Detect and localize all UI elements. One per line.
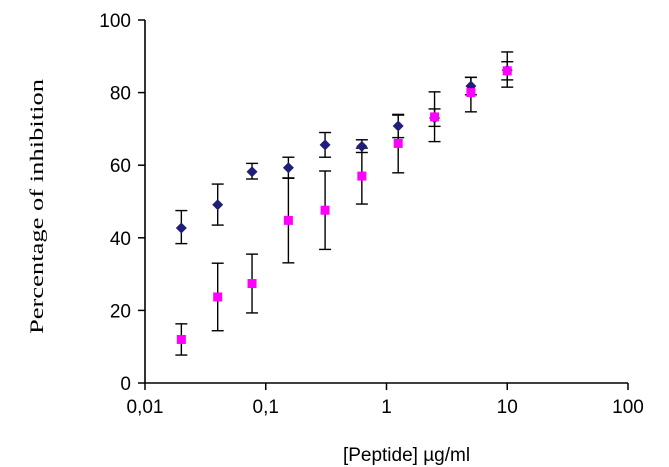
data-point-square: [430, 112, 440, 122]
ticks: 0 20 40 60 80 100 0,01 0,1 1 10 100: [99, 11, 644, 418]
data-point-square: [393, 138, 403, 148]
data-marks: [175, 64, 513, 344]
data-point-diamond: [175, 222, 187, 234]
data-point-square: [320, 205, 330, 215]
y-tick-label: 40: [110, 229, 131, 250]
y-tick-label: 80: [110, 84, 131, 105]
data-point-diamond: [246, 166, 258, 178]
x-tick-label: 100: [612, 397, 644, 418]
y-tick-label: 0: [120, 374, 131, 395]
y-tick-label: 20: [110, 301, 131, 322]
x-tick-label: 0,01: [127, 397, 164, 418]
data-point-diamond: [356, 140, 368, 152]
data-point-diamond: [319, 139, 331, 151]
data-point-diamond: [282, 162, 294, 174]
y-tick-label: 60: [110, 156, 131, 177]
y-tick-label: 100: [99, 11, 131, 32]
x-tick-label: 1: [381, 397, 392, 418]
data-point-square: [247, 279, 257, 289]
error-bars: [175, 51, 514, 356]
data-point-square: [213, 292, 223, 302]
data-point-square: [283, 215, 293, 225]
data-point-square: [502, 66, 512, 76]
data-point-diamond: [212, 199, 224, 211]
x-tick-label: 0,1: [253, 397, 279, 418]
data-point-square: [357, 171, 367, 181]
data-point-diamond: [392, 120, 404, 132]
x-axis-label: [Peptide] µg/ml: [343, 445, 470, 466]
y-axis-label: Percentage of inhibition: [27, 78, 48, 334]
data-point-square: [176, 334, 186, 344]
data-point-square: [466, 88, 476, 98]
x-tick-label: 10: [497, 397, 518, 418]
